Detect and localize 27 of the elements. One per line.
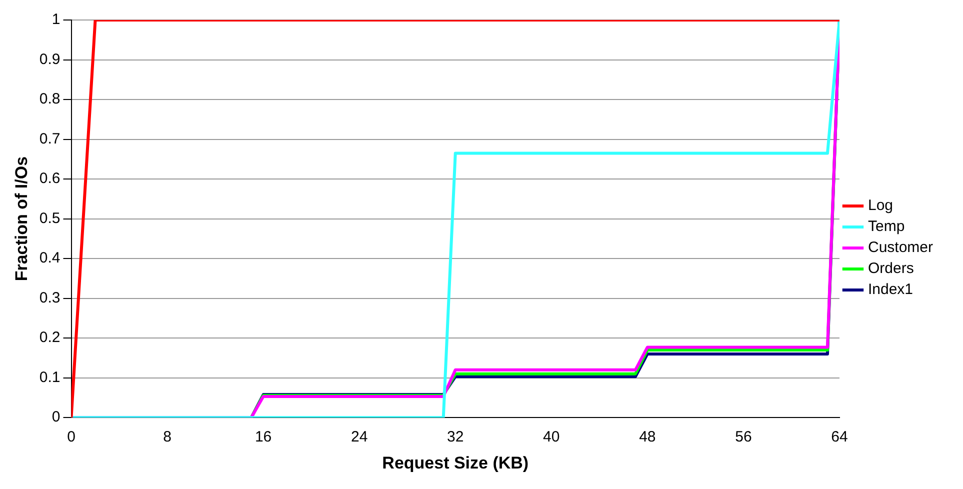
x-tick-label: 0 bbox=[67, 428, 76, 446]
x-tick-label: 40 bbox=[543, 428, 560, 446]
y-tick-label: 0.7 bbox=[39, 130, 60, 148]
y-tick-label: 1 bbox=[52, 11, 60, 28]
y-tick-label: 0.6 bbox=[39, 170, 60, 188]
y-tick-label: 0.5 bbox=[39, 210, 60, 227]
y-axis-title: Fraction of I/Os bbox=[12, 156, 31, 282]
x-tick-label: 24 bbox=[350, 428, 368, 446]
x-tick-label: 48 bbox=[639, 428, 656, 446]
y-tick-label: 0 bbox=[52, 408, 60, 426]
x-tick-label: 32 bbox=[447, 428, 464, 446]
y-tick-label: 0.4 bbox=[39, 250, 60, 267]
legend-label: Index1 bbox=[868, 281, 914, 298]
x-tick-label: 8 bbox=[163, 428, 172, 446]
y-tick-label: 0.9 bbox=[39, 50, 60, 68]
y-tick-label: 0.2 bbox=[39, 329, 60, 346]
legend-label: Orders bbox=[868, 260, 914, 278]
y-tick-label: 0.1 bbox=[39, 368, 60, 386]
x-tick-label: 16 bbox=[254, 428, 272, 446]
legend-label: Log bbox=[868, 197, 894, 214]
x-axis-title: Request Size (KB) bbox=[382, 453, 529, 472]
y-tick-label: 0.3 bbox=[39, 289, 60, 306]
x-tick-label: 64 bbox=[831, 428, 848, 446]
legend-label: Temp bbox=[868, 218, 905, 236]
y-tick-label: 0.8 bbox=[39, 90, 60, 108]
x-tick-label: 56 bbox=[735, 428, 752, 446]
legend-label: Customer bbox=[868, 239, 934, 256]
